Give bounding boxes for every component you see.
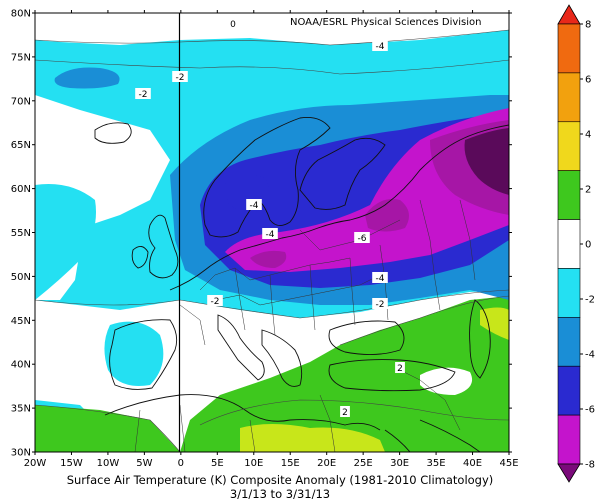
colorbar-tick-label: -2 (585, 295, 595, 306)
contour-label: -4 (376, 42, 385, 52)
contour-label-bg (228, 18, 238, 29)
contour-label: -2 (211, 297, 220, 307)
lon-tick-label: 5E (211, 458, 224, 469)
lon-tick-label: 25E (354, 458, 373, 469)
contour-label: 0 (230, 20, 236, 30)
country-borders (134, 199, 476, 452)
lon-tick-label: 20W (24, 458, 47, 469)
anomaly-minus3-iceland-sea (54, 67, 120, 89)
lat-tick-label: 40N (11, 360, 31, 371)
contour-label: -2 (139, 90, 148, 100)
lon-tick-label: 10E (244, 458, 263, 469)
colorbar-swatch (557, 268, 581, 318)
contour-label: 2 (397, 364, 403, 374)
lon-tick-label: 10W (97, 458, 120, 469)
colorbar-swatch (557, 414, 581, 465)
anomaly-minus8-core (464, 128, 509, 195)
anomaly-field (35, 13, 509, 452)
lat-tick-label: 50N (11, 272, 31, 283)
contour-label-bg (172, 71, 188, 82)
colorbar-min-arrow (557, 463, 581, 483)
lon-tick-label: 40E (463, 458, 482, 469)
contour-label-bg (354, 232, 370, 243)
colorbar-tick-label: -4 (585, 350, 595, 361)
anomaly-plus2-southeast (180, 296, 509, 452)
lon-tick-label: 35E (427, 458, 446, 469)
contour-label: 2 (342, 408, 348, 418)
credit-box (283, 14, 508, 28)
lon-tick-label: 15W (60, 458, 83, 469)
caption-title: Surface Air Temperature (K) Composite An… (66, 473, 494, 487)
lon-tick-label: 5W (136, 458, 152, 469)
colorbar-tick-label: 8 (585, 20, 591, 31)
lat-tick-label: 65N (11, 140, 31, 151)
colorbar-tick-label: 0 (585, 240, 591, 251)
anomaly-plus2-north-africa (35, 405, 180, 452)
anomaly-plus4-libya-egypt (240, 424, 385, 452)
colorbar-swatch (557, 72, 581, 123)
colorbar: 8 6 4 2 0 -2 -4 -6 -8 (557, 4, 595, 483)
colorbar-tick-label: -6 (585, 405, 595, 416)
colorbar-swatch (557, 365, 581, 416)
contour-label: -2 (176, 73, 185, 83)
contour-label-bg (340, 406, 350, 417)
colorbar-swatch (557, 317, 581, 367)
lon-tick-label: 30E (390, 458, 409, 469)
colorbar-swatch (557, 121, 581, 171)
contour-label-bg (246, 199, 262, 210)
contour-label: -4 (376, 274, 385, 284)
anomaly-minus2-atlantic (35, 184, 96, 300)
contour-label-bg (372, 298, 388, 309)
contour-label-bg (372, 272, 388, 283)
lon-tick-label: 20E (317, 458, 336, 469)
credit-text: NOAA/ESRL Physical Sciences Division (290, 17, 482, 28)
anomaly-minus2-iberia (104, 321, 164, 386)
anomaly-minus6-west-russia (365, 199, 409, 232)
lat-tick-label: 70N (11, 96, 31, 107)
contour-lines (35, 29, 509, 452)
colorbar-tick-label: 2 (585, 185, 591, 196)
colorbar-swatch (557, 23, 581, 74)
colorbar-swatch (557, 219, 581, 269)
caption-date-range: 3/1/13 to 3/31/13 (229, 487, 331, 501)
lat-tick-label: 60N (11, 184, 31, 195)
lat-tick-label: 45N (11, 316, 31, 327)
contour-label: -4 (266, 230, 275, 240)
anomaly-minus6-poland (250, 250, 287, 268)
lat-tick-label: 35N (11, 404, 31, 415)
lat-tick-label: 55N (11, 228, 31, 239)
colorbar-swatch (557, 170, 581, 220)
contour-label: -6 (358, 234, 367, 244)
contour-label-bg (135, 88, 151, 99)
contour-label-bg (262, 228, 278, 239)
lon-tick-label: 15E (281, 458, 300, 469)
lat-tick-label: 30N (11, 448, 31, 459)
contour-label: -4 (250, 201, 259, 211)
contour-label-bg (395, 362, 405, 373)
colorbar-max-arrow (557, 4, 581, 25)
lat-tick-label: 75N (11, 52, 31, 63)
lon-tick-label: 45E (499, 458, 518, 469)
colorbar-tick-label: 6 (585, 75, 591, 86)
contour-label-bg (372, 40, 388, 51)
latitude-axis: 80N 75N 70N 65N 60N 55N 50N 45N 40N 35N 30N (11, 9, 512, 459)
longitude-axis: 20W 15W 10W 5W 0 5E 10E 15E 20E 25E 30E 35E 40E 45E (24, 10, 519, 469)
contour-labels: 0 -4 -2 -2 -4 -4 -6 -4 -2 -2 2 2 (135, 18, 405, 418)
anomaly-plus4-caspian (480, 307, 509, 340)
colorbar-tick-label: 4 (585, 130, 591, 141)
lat-tick-label: 80N (11, 9, 31, 20)
colorbar-tick-label: -8 (585, 460, 595, 471)
coastlines (94, 117, 509, 452)
lon-tick-label: 0 (178, 458, 184, 469)
contour-label-bg (207, 295, 223, 306)
contour-label: -2 (376, 300, 385, 310)
